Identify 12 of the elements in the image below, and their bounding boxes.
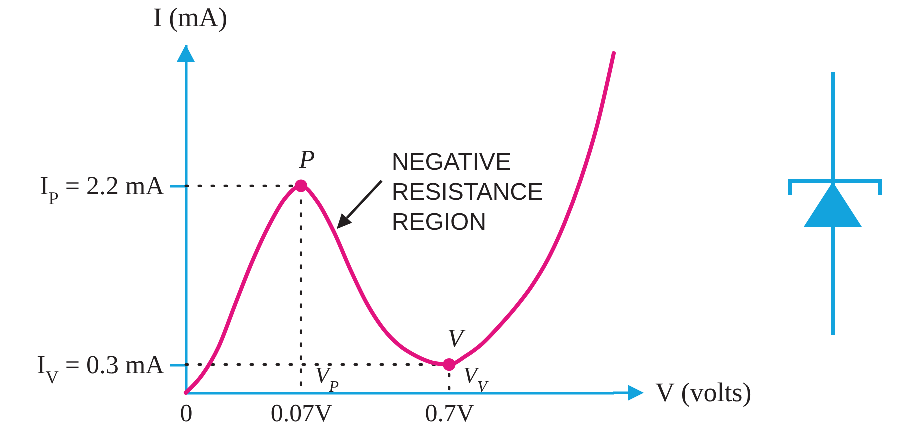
y-tick-label: I$_{V}$ = 0.3 mA [37,350,165,388]
annotation: NEGATIVE RESISTANCE REGION [392,148,544,236]
annotation: V$_{V}$ [463,363,490,396]
x-tick-label: 0.7V [425,400,475,428]
x-axis-title: V (volts) [656,378,752,408]
x-tick-label: 0 [180,400,193,428]
x-tick-label: 0.07V [270,400,333,428]
y-axis-title: I (mA) [153,2,228,32]
annotation: V [447,324,466,353]
annotation: P [298,145,316,174]
y-tick-label: I$_{P}$ = 2.2 mA [40,172,165,209]
annotation: V$_{P}$ [315,363,340,396]
